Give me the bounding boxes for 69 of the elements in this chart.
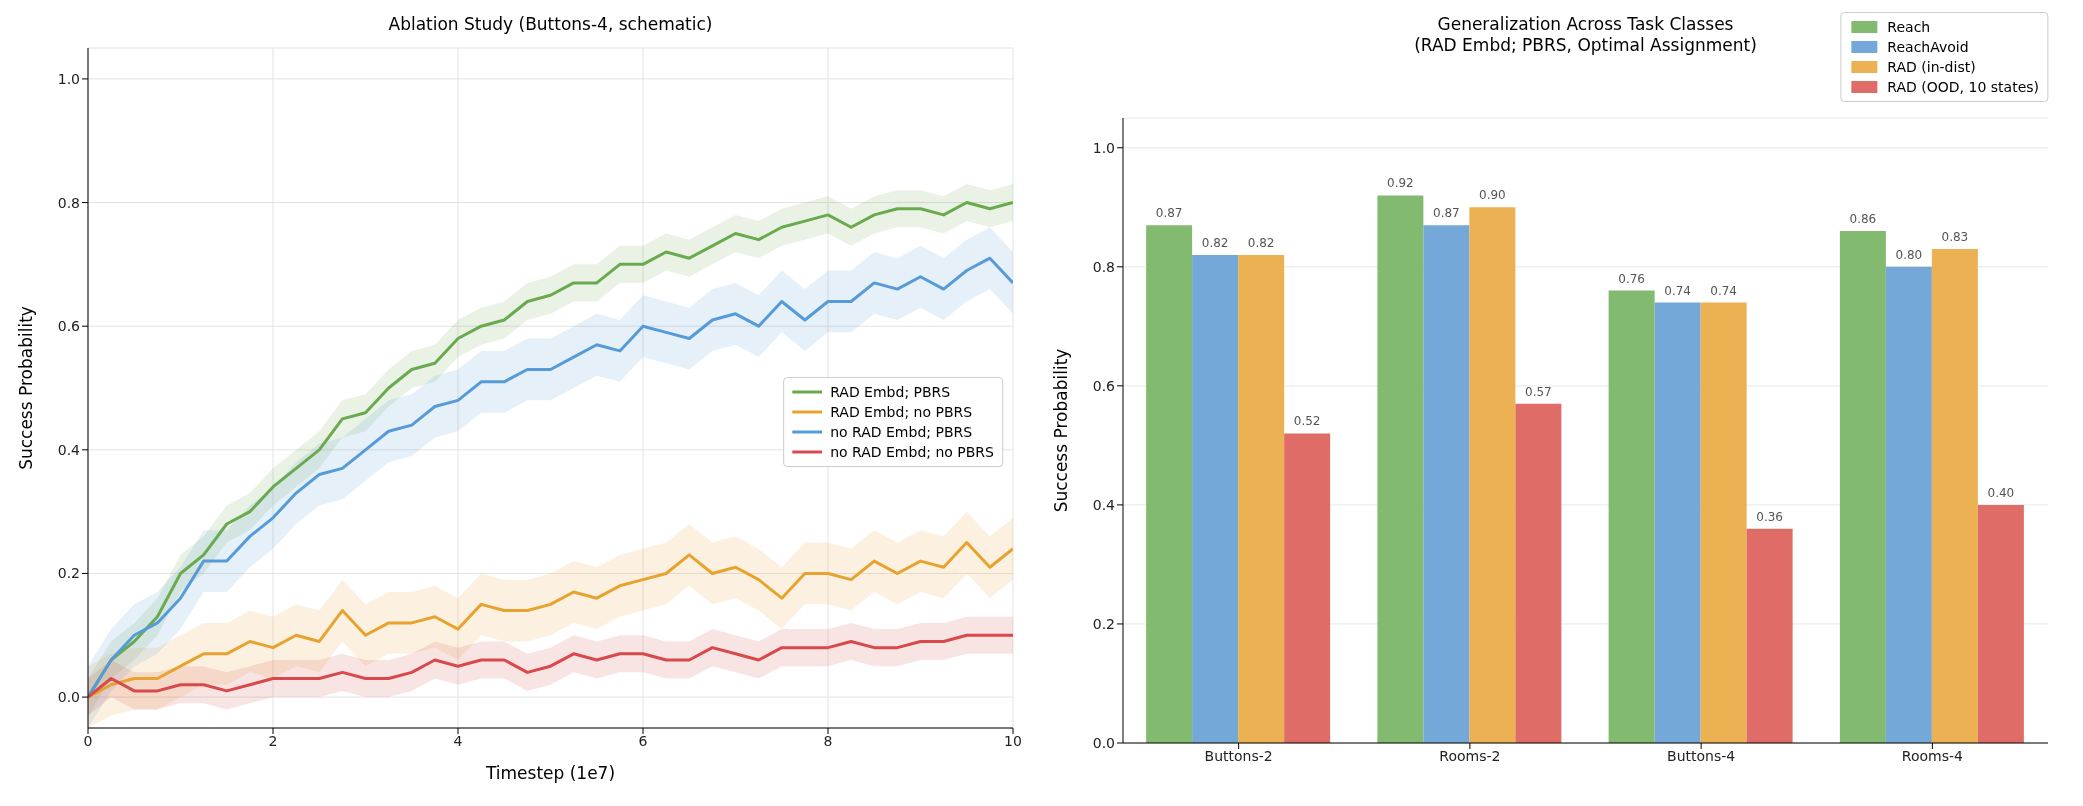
data-label: 0.52 bbox=[1293, 414, 1321, 429]
bar bbox=[1931, 248, 1978, 743]
data-label: 0.36 bbox=[1756, 509, 1783, 524]
data-label: 0.90 bbox=[1479, 188, 1506, 203]
y-tick-label: 0.6 bbox=[57, 318, 81, 335]
data-label: 0.80 bbox=[1895, 247, 1923, 262]
x-tick-label: 2 bbox=[268, 732, 278, 749]
data-label: 0.74 bbox=[1710, 283, 1737, 298]
data-label: 0.57 bbox=[1525, 384, 1552, 399]
legend-label: RAD (OOD, 10 states) bbox=[1887, 78, 2039, 97]
data-label: 0.74 bbox=[1664, 283, 1691, 298]
legend-label: no RAD Embd; no PBRS bbox=[830, 443, 994, 462]
data-label: 0.86 bbox=[1849, 212, 1877, 227]
x-tick-label: 8 bbox=[823, 732, 833, 749]
x-tick-label: Rooms-4 bbox=[1901, 747, 1964, 764]
bar bbox=[1423, 225, 1470, 743]
chart-title: Generalization Across Task Classes (RAD Embd; PBRS, Optimal Assignment) bbox=[1414, 14, 1757, 56]
x-tick-label: Buttons-2 bbox=[1204, 747, 1273, 764]
x-tick-label: 4 bbox=[453, 732, 463, 749]
bar bbox=[1654, 302, 1701, 743]
data-label: 0.87 bbox=[1433, 206, 1460, 221]
y-tick-label: 0.0 bbox=[57, 689, 80, 706]
y-tick-label: 0.8 bbox=[57, 194, 80, 211]
x-tick-label: Buttons-4 bbox=[1667, 747, 1736, 764]
y-tick-label: 1.0 bbox=[57, 70, 80, 87]
data-label: 0.83 bbox=[1941, 229, 1969, 244]
bar bbox=[1192, 254, 1239, 743]
bar bbox=[1977, 504, 2024, 743]
x-tick-label: 10 bbox=[1004, 732, 1022, 749]
bar bbox=[1515, 403, 1562, 743]
y-tick-label: 1.0 bbox=[1092, 139, 1115, 156]
y-tick-label: 0.2 bbox=[1092, 615, 1115, 632]
y-tick-label: 0.8 bbox=[1092, 258, 1115, 275]
legend-label: Reach bbox=[1887, 18, 1931, 37]
legend-label: RAD (in-dist) bbox=[1887, 58, 1976, 77]
data-label: 0.82 bbox=[1247, 235, 1275, 250]
bar bbox=[1608, 290, 1655, 743]
bar bbox=[1146, 225, 1193, 743]
legend-label: ReachAvoid bbox=[1887, 38, 1969, 57]
data-label: 0.40 bbox=[1987, 485, 2015, 500]
legend-label: RAD Embd; no PBRS bbox=[830, 403, 973, 422]
legend-label: no RAD Embd; PBRS bbox=[830, 423, 973, 442]
bar bbox=[1284, 433, 1331, 743]
data-label: 0.76 bbox=[1618, 271, 1645, 286]
line-series bbox=[88, 541, 1013, 699]
y-axis-title: Success Probability bbox=[1051, 348, 1072, 513]
y-tick-label: 0.2 bbox=[57, 565, 80, 582]
line-series bbox=[88, 633, 1013, 699]
bar bbox=[1238, 254, 1285, 743]
x-tick-label: 6 bbox=[638, 732, 648, 749]
data-label: 0.92 bbox=[1387, 176, 1414, 191]
chart-title: Ablation Study (Buttons-4, schematic) bbox=[388, 14, 713, 35]
x-tick-label: Rooms-2 bbox=[1439, 747, 1501, 764]
x-tick-label: 0 bbox=[83, 732, 93, 749]
y-tick-label: 0.4 bbox=[57, 441, 81, 458]
data-label: 0.82 bbox=[1201, 235, 1229, 250]
bar bbox=[1885, 266, 1932, 743]
y-tick-label: 0.0 bbox=[1092, 734, 1115, 751]
y-tick-label: 0.4 bbox=[1092, 496, 1116, 513]
y-tick-label: 0.6 bbox=[1092, 377, 1116, 394]
bar bbox=[1377, 195, 1424, 743]
y-axis-title: Success Probability bbox=[16, 306, 37, 470]
bar bbox=[1700, 302, 1747, 743]
legend-label: RAD Embd; PBRS bbox=[830, 383, 951, 402]
bar bbox=[1839, 231, 1886, 743]
x-axis-title: Timestep (1e7) bbox=[484, 763, 616, 783]
data-label: 0.87 bbox=[1155, 206, 1183, 221]
bar bbox=[1469, 207, 1516, 743]
bar bbox=[1746, 528, 1793, 743]
